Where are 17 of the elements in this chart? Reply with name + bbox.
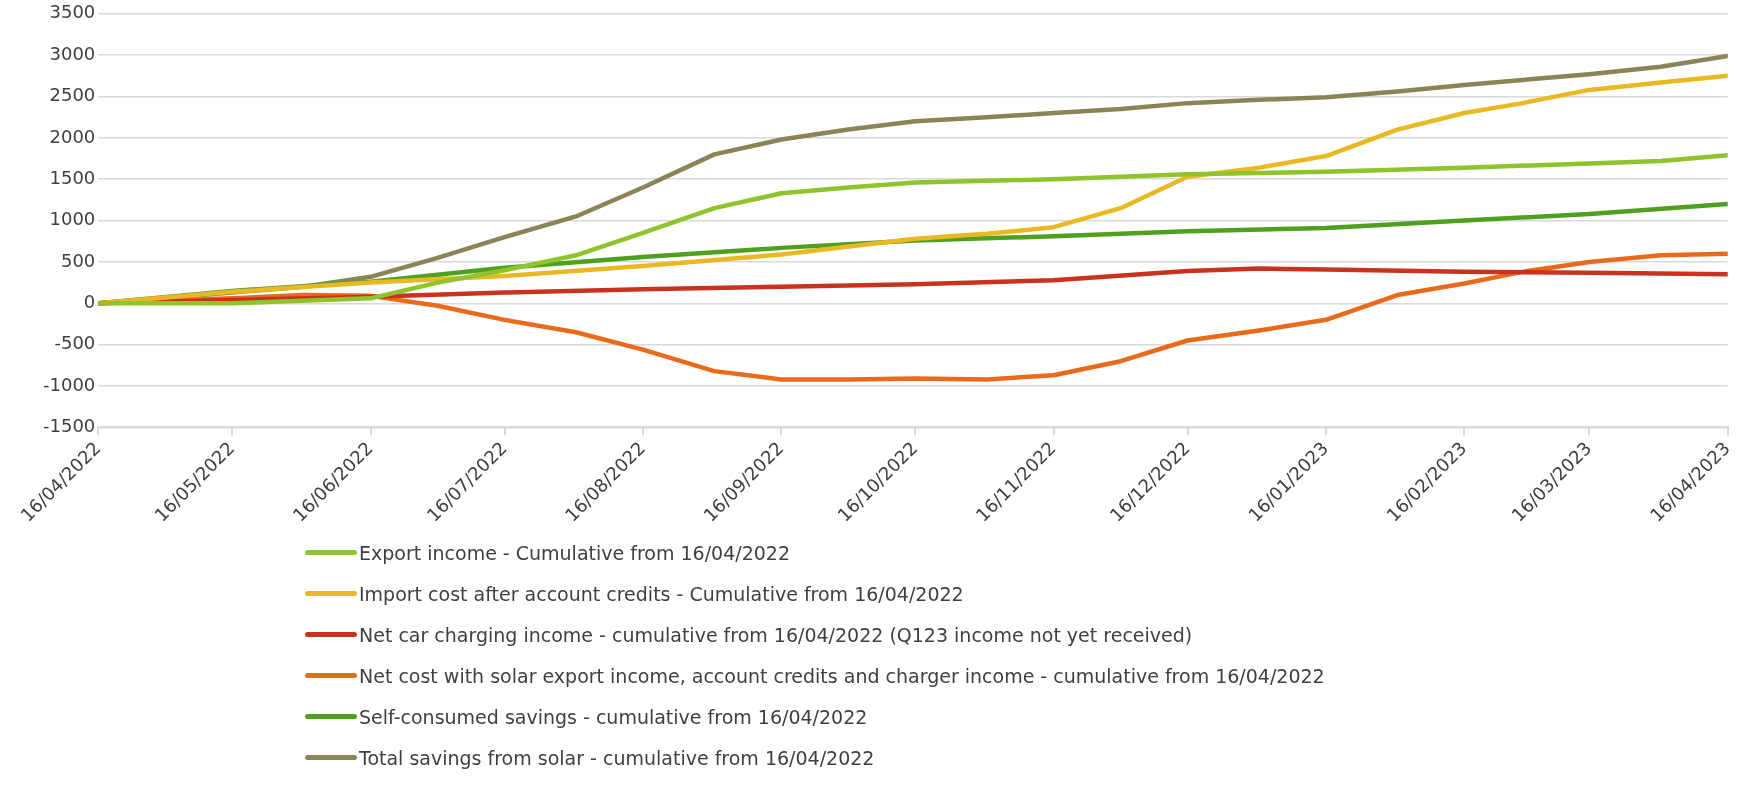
y-tick-label: 2500 — [49, 84, 96, 106]
legend-label: Import cost after account credits - Cumulative from 16/04/2022 — [359, 582, 964, 605]
y-tick-label: -1500 — [42, 415, 96, 437]
y-tick-label: 500 — [60, 249, 96, 271]
legend-label: Net car charging income - cumulative from 16/04/2022 (Q123 income not yet received) — [359, 623, 1193, 646]
y-tick-label: 2000 — [49, 125, 96, 147]
y-tick-label: 3500 — [49, 1, 96, 23]
legend-label: Total savings from solar - cumulative from 16/04/2022 — [359, 746, 875, 769]
legend-label: Export income - Cumulative from 16/04/2022 — [359, 541, 791, 564]
legend-label: Net cost with solar export income, account credits and charger income - cumulative from 16/04/2022 — [359, 664, 1325, 687]
y-tick-label: -500 — [54, 332, 96, 354]
y-tick-label: 1500 — [49, 166, 96, 188]
y-tick-label: 0 — [83, 290, 96, 312]
legend-label: Self-consumed savings - cumulative from 16/04/2022 — [359, 705, 868, 728]
y-tick-label: -1000 — [42, 373, 96, 395]
y-tick-label: 3000 — [49, 42, 96, 64]
y-tick-label: 1000 — [49, 208, 96, 230]
